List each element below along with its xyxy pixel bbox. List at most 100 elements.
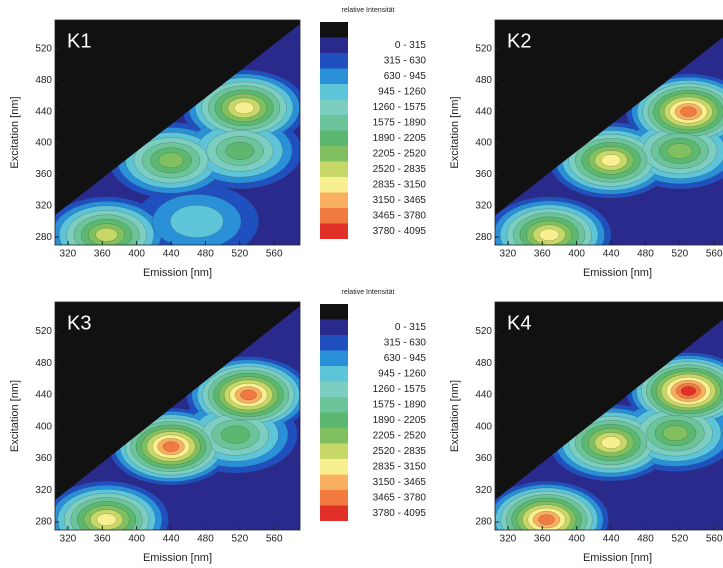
- legend-swatch: [320, 99, 348, 115]
- legend-label: 1890 - 2205: [373, 133, 427, 144]
- legend-label: 3150 - 3465: [373, 195, 427, 206]
- legend-swatch: [320, 223, 348, 239]
- scatter-region: [495, 20, 723, 215]
- legend-swatch: [320, 68, 348, 84]
- x-axis-title: Emission [nm]: [143, 552, 212, 564]
- y-axis-title: Excitation [nm]: [449, 380, 461, 452]
- x-tick-label: 440: [603, 534, 620, 545]
- x-axis-title: Emission [nm]: [143, 267, 212, 279]
- y-tick-label: 280: [35, 517, 52, 528]
- y-tick-label: 520: [35, 326, 52, 337]
- colorbar: relative Intensität 0 - 315 315 - 630 630 -…: [320, 289, 426, 521]
- legend-label: 2835 - 3150: [373, 461, 427, 472]
- contour-peak: [96, 513, 117, 526]
- legend-swatch: [320, 84, 348, 100]
- contour-peak: [662, 425, 689, 441]
- legend-swatch: [320, 459, 348, 475]
- legend-label: 1260 - 1575: [373, 102, 427, 113]
- legend-label: 3465 - 3780: [373, 492, 427, 503]
- legend-swatch: [320, 428, 348, 444]
- y-tick-label: 360: [475, 169, 492, 180]
- scatter-region: [55, 302, 300, 500]
- x-tick-label: 440: [163, 534, 180, 545]
- legend-swatch: [320, 335, 348, 351]
- colorbar: relative Intensität 0 - 315 315 - 630 630 -…: [320, 7, 426, 239]
- contour-peak: [667, 143, 693, 159]
- legend-label: 315 - 630: [384, 55, 427, 66]
- legend-label: 0 - 315: [395, 322, 427, 333]
- legend-swatch: [320, 381, 348, 397]
- y-tick-label: 280: [475, 517, 492, 528]
- panel-label: K3: [67, 312, 91, 334]
- plot-frame: [54, 301, 301, 531]
- x-tick-label: 560: [266, 249, 283, 260]
- panel-label: K1: [67, 30, 91, 52]
- legend-label: 1575 - 1890: [373, 399, 427, 410]
- x-tick-label: 520: [671, 249, 688, 260]
- colorbar-top: [320, 22, 348, 38]
- contour-peak: [539, 228, 560, 242]
- contour-peak: [221, 425, 251, 444]
- legend-label: 2205 - 2520: [373, 148, 427, 159]
- colorbar-top: [320, 304, 348, 320]
- y-tick-label: 400: [475, 138, 492, 149]
- y-tick-label: 360: [35, 169, 52, 180]
- legend-swatch: [320, 366, 348, 382]
- x-tick-label: 400: [128, 249, 145, 260]
- legend-swatch: [320, 474, 348, 490]
- y-tick-label: 480: [475, 358, 492, 369]
- x-tick-label: 360: [534, 249, 551, 260]
- legend-label: 1890 - 2205: [373, 415, 427, 426]
- legend-swatch: [320, 161, 348, 177]
- legend-label: 2835 - 3150: [373, 179, 427, 190]
- contour-panel: 320 360 400 440 480 520 560 280 320 360 400 440 480 5…: [9, 301, 301, 564]
- legend-label: 3780 - 4095: [373, 226, 427, 237]
- y-tick-label: 320: [35, 200, 52, 211]
- contour-peak: [225, 141, 255, 160]
- y-tick-label: 320: [475, 485, 492, 496]
- contour-peak: [538, 514, 555, 525]
- scatter-region: [55, 20, 300, 215]
- contour-peak: [240, 389, 257, 401]
- y-tick-label: 400: [475, 421, 492, 432]
- x-tick-label: 480: [637, 249, 654, 260]
- contour-peak: [162, 441, 180, 452]
- y-tick-label: 360: [475, 453, 492, 464]
- legend-swatch: [320, 146, 348, 162]
- legend-swatch: [320, 505, 348, 521]
- legend-swatch: [320, 412, 348, 428]
- y-tick-label: 440: [475, 390, 492, 401]
- legend-swatch: [320, 443, 348, 459]
- legend-label: 1260 - 1575: [373, 384, 427, 395]
- legend-label: 2205 - 2520: [373, 430, 427, 441]
- y-tick-label: 440: [35, 390, 52, 401]
- x-tick-label: 360: [94, 534, 111, 545]
- contour-panel: 320 360 400 440 480 520 560 280 320 360 400 440 480 5…: [449, 19, 723, 279]
- contour-panel: 320 360 400 440 480 520 560 280 320 360 400 440 480 5…: [9, 19, 301, 279]
- legend-swatch: [320, 130, 348, 146]
- contour-peak: [601, 436, 622, 449]
- y-axis-title: Excitation [nm]: [449, 96, 461, 168]
- x-tick-label: 480: [197, 534, 214, 545]
- y-tick-label: 520: [475, 326, 492, 337]
- x-tick-label: 320: [500, 534, 517, 545]
- contour-peak: [158, 152, 184, 169]
- colorbar-title: relative Intensität: [342, 289, 395, 296]
- plot-frame: [494, 301, 723, 531]
- x-tick-label: 360: [534, 534, 551, 545]
- y-tick-label: 280: [475, 232, 492, 243]
- legend-label: 2520 - 2835: [373, 446, 427, 457]
- x-tick-label: 520: [671, 534, 688, 545]
- x-tick-label: 440: [603, 249, 620, 260]
- y-tick-label: 400: [35, 138, 52, 149]
- x-tick-label: 320: [60, 534, 77, 545]
- legend-label: 945 - 1260: [378, 86, 426, 97]
- x-tick-label: 400: [568, 534, 585, 545]
- legend-swatch: [320, 208, 348, 224]
- y-tick-label: 440: [475, 106, 492, 117]
- legend-label: 0 - 315: [395, 40, 427, 51]
- plot-frame: [54, 19, 301, 246]
- legend-label: 945 - 1260: [378, 368, 426, 379]
- legend-label: 630 - 945: [384, 71, 427, 82]
